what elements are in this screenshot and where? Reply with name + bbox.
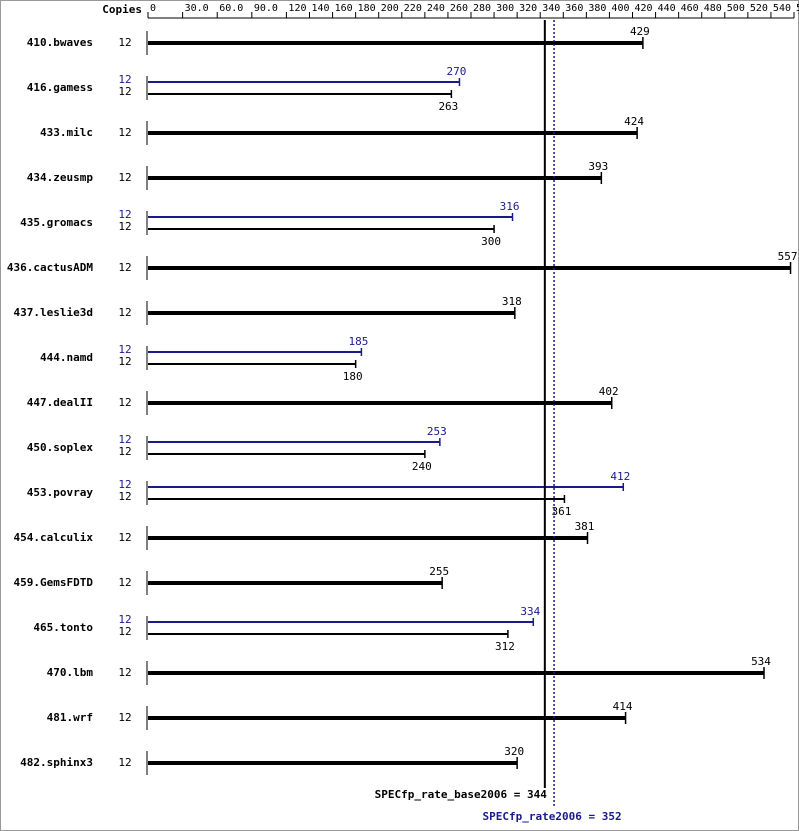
value-label: 429 [630,25,650,38]
value-label: 414 [613,700,633,713]
benchmark-name: 434.zeusmp [27,171,94,184]
value-label: 402 [599,385,619,398]
copies-label: 12 [118,625,131,638]
benchmark-name: 450.soplex [27,441,94,454]
value-label: 557 [778,250,798,263]
value-label: 263 [438,100,458,113]
x-tick-label: 460 [681,3,699,14]
benchmark-name: 459.GemsFDTD [14,576,94,589]
benchmark-name: 481.wrf [47,711,93,724]
copies-label: 12 [118,666,131,679]
x-tick-label: 300 [496,3,514,14]
reference-label: SPECfp_rate2006 = 352 [483,810,622,823]
copies-label: 12 [118,531,131,544]
copies-label: 12 [118,576,131,589]
x-tick-label: 540 [773,3,791,14]
x-tick-label: 180 [358,3,376,14]
benchmark-name: 416.gamess [27,81,93,94]
copies-label: 12 [118,445,131,458]
benchmark-name: 437.leslie3d [14,306,93,319]
copies-label: 12 [118,220,131,233]
copies-label: 12 [118,208,131,221]
value-label: 316 [500,200,520,213]
benchmark-name: 465.tonto [33,621,93,634]
copies-label: 12 [118,478,131,491]
value-label: 318 [502,295,522,308]
x-tick-label: 380 [588,3,606,14]
benchmark-name: 453.povray [27,486,94,499]
copies-label: 12 [118,490,131,503]
copies-label: 12 [118,711,131,724]
value-label: 381 [575,520,595,533]
copies-label: 12 [118,306,131,319]
copies-label: 12 [118,396,131,409]
x-tick-label: 260 [450,3,468,14]
copies-label: 12 [118,355,131,368]
x-tick-label: 400 [611,3,629,14]
value-label: 185 [348,335,368,348]
copies-label: 12 [118,343,131,356]
value-label: 334 [520,605,540,618]
x-tick-label: 220 [404,3,422,14]
benchmark-name: 410.bwaves [27,36,93,49]
value-label: 253 [427,425,447,438]
x-tick-label: 120 [288,3,306,14]
value-label: 361 [552,505,572,518]
value-label: 270 [447,65,467,78]
x-tick-label: 440 [658,3,676,14]
x-tick-label: 0 [150,3,156,14]
value-label: 240 [412,460,432,473]
x-tick-label: 360 [565,3,583,14]
value-label: 320 [504,745,524,758]
benchmark-name: 482.sphinx3 [20,756,93,769]
benchmark-name: 444.namd [40,351,93,364]
value-label: 300 [481,235,501,248]
copies-label: 12 [118,126,131,139]
x-tick-label: 140 [312,3,330,14]
value-label: 534 [751,655,771,668]
x-tick-label: 280 [473,3,491,14]
x-tick-label: 500 [727,3,745,14]
x-tick-label: 320 [519,3,537,14]
x-tick-label: 420 [635,3,653,14]
copies-label: 12 [118,756,131,769]
copies-label: 12 [118,171,131,184]
benchmark-name: 435.gromacs [20,216,93,229]
value-label: 312 [495,640,515,653]
benchmark-name: 454.calculix [14,531,94,544]
value-label: 180 [343,370,363,383]
value-label: 393 [588,160,608,173]
x-tick-label: 480 [704,3,722,14]
x-tick-label: 240 [427,3,445,14]
copies-label: 12 [118,261,131,274]
copies-label: 12 [118,433,131,446]
x-tick-label: 340 [542,3,560,14]
x-tick-label: 30.0 [185,3,209,14]
x-tick-label: 60.0 [219,3,243,14]
x-tick-label: 90.0 [254,3,278,14]
x-tick-label: 560 [796,3,799,14]
x-tick-label: 520 [750,3,768,14]
copies-label: 12 [118,73,131,86]
x-tick-label: 160 [335,3,353,14]
x-tick-label: 200 [381,3,399,14]
benchmark-name: 447.dealII [27,396,93,409]
copies-label: 12 [118,36,131,49]
value-label: 412 [610,470,630,483]
value-label: 255 [429,565,449,578]
value-label: 424 [624,115,644,128]
copies-header: Copies [102,3,142,16]
reference-label: SPECfp_rate_base2006 = 344 [375,788,548,801]
copies-label: 12 [118,85,131,98]
benchmark-name: 470.lbm [47,666,94,679]
copies-label: 12 [118,613,131,626]
benchmark-name: 436.cactusADM [7,261,93,274]
benchmark-name: 433.milc [40,126,93,139]
